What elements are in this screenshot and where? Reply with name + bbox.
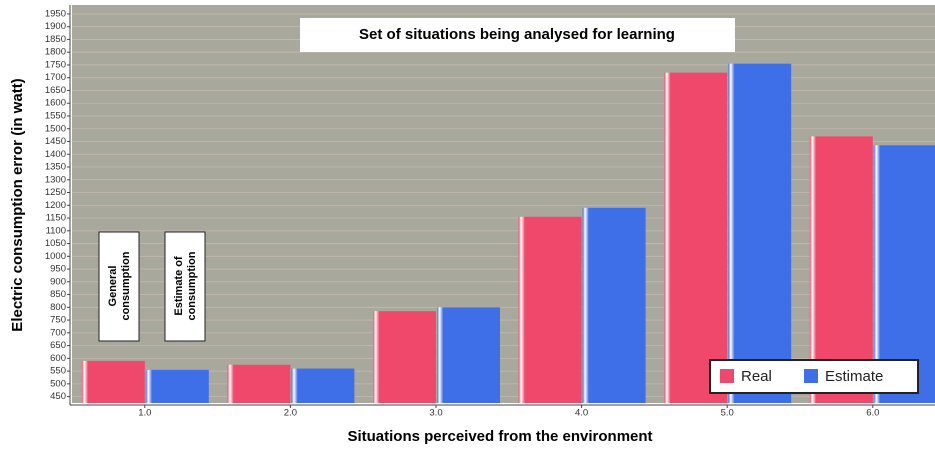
y-tick-label: 1150 bbox=[46, 213, 66, 224]
y-tick-label: 1800 bbox=[45, 47, 66, 58]
y-tick-label: 900 bbox=[50, 276, 66, 287]
y-tick-label: 600 bbox=[50, 353, 66, 364]
annotation-box bbox=[164, 231, 206, 342]
y-tick-label: 1450 bbox=[45, 136, 66, 147]
y-tick-label: 450 bbox=[50, 391, 66, 402]
bar bbox=[809, 136, 873, 403]
y-tick-label: 500 bbox=[50, 378, 66, 389]
bar bbox=[518, 216, 582, 403]
y-tick-label: 750 bbox=[50, 315, 66, 326]
x-tick-label: 3.0 bbox=[429, 408, 442, 419]
y-tick-label: 1700 bbox=[45, 72, 66, 83]
y-tick-label: 1550 bbox=[45, 110, 66, 121]
bar bbox=[373, 311, 436, 403]
y-tick-label: 1100 bbox=[46, 225, 66, 236]
y-tick-label: 650 bbox=[50, 340, 66, 351]
annotation-box bbox=[98, 231, 140, 342]
bar bbox=[437, 307, 500, 403]
y-tick-label: 1350 bbox=[45, 162, 66, 173]
y-tick-label: 1850 bbox=[45, 34, 66, 45]
legend-label: Real bbox=[741, 368, 772, 385]
y-tick-label: 1050 bbox=[45, 238, 66, 249]
y-tick-label: 1500 bbox=[45, 123, 66, 134]
title-box bbox=[300, 18, 735, 52]
legend-swatch bbox=[720, 369, 734, 383]
annotation: Generalconsumption bbox=[107, 251, 132, 320]
bar bbox=[582, 207, 646, 403]
y-tick-label: 800 bbox=[50, 302, 66, 313]
y-tick-label: 1400 bbox=[45, 149, 66, 160]
x-tick-label: 5.0 bbox=[721, 408, 734, 419]
bar bbox=[227, 364, 291, 403]
legend-label: Estimate bbox=[825, 368, 883, 385]
x-tick-label: 1.0 bbox=[138, 408, 151, 419]
legend bbox=[709, 359, 919, 394]
annotation: Estimate ofconsumption bbox=[173, 251, 198, 320]
bar bbox=[664, 72, 728, 403]
y-tick-label: 1900 bbox=[45, 21, 66, 32]
x-tick-label: 4.0 bbox=[575, 408, 588, 419]
legend-swatch bbox=[804, 369, 818, 383]
y-tick-label: 1650 bbox=[45, 85, 66, 96]
chart-title: Set of situations being analysed for lea… bbox=[359, 26, 675, 43]
x-tick-label: 2.0 bbox=[284, 408, 297, 419]
y-tick-label: 850 bbox=[50, 289, 66, 300]
y-tick-label: 1200 bbox=[45, 200, 66, 211]
x-axis-label: Situations perceived from the environmen… bbox=[347, 428, 652, 445]
y-tick-label: 1000 bbox=[45, 251, 66, 262]
y-tick-label: 950 bbox=[50, 264, 66, 275]
bar bbox=[728, 63, 792, 403]
y-tick-label: 1600 bbox=[45, 98, 66, 109]
annotation-line: General bbox=[107, 266, 119, 307]
y-tick-label: 550 bbox=[50, 366, 66, 377]
annotation-line: consumption bbox=[186, 251, 198, 320]
y-axis-label: Electric consumption error (in watt) bbox=[9, 78, 26, 331]
y-tick-label: 1950 bbox=[45, 8, 66, 19]
y-tick-label: 1250 bbox=[45, 187, 66, 198]
annotation-line: Estimate of bbox=[173, 256, 185, 316]
y-tick-label: 1300 bbox=[45, 174, 66, 185]
bar bbox=[81, 360, 145, 403]
bar bbox=[291, 368, 355, 403]
x-tick-label: 6.0 bbox=[866, 408, 879, 419]
y-tick-label: 700 bbox=[50, 327, 66, 338]
y-tick-label: 1750 bbox=[45, 59, 66, 70]
bar bbox=[145, 369, 209, 403]
annotation-line: consumption bbox=[120, 251, 132, 320]
